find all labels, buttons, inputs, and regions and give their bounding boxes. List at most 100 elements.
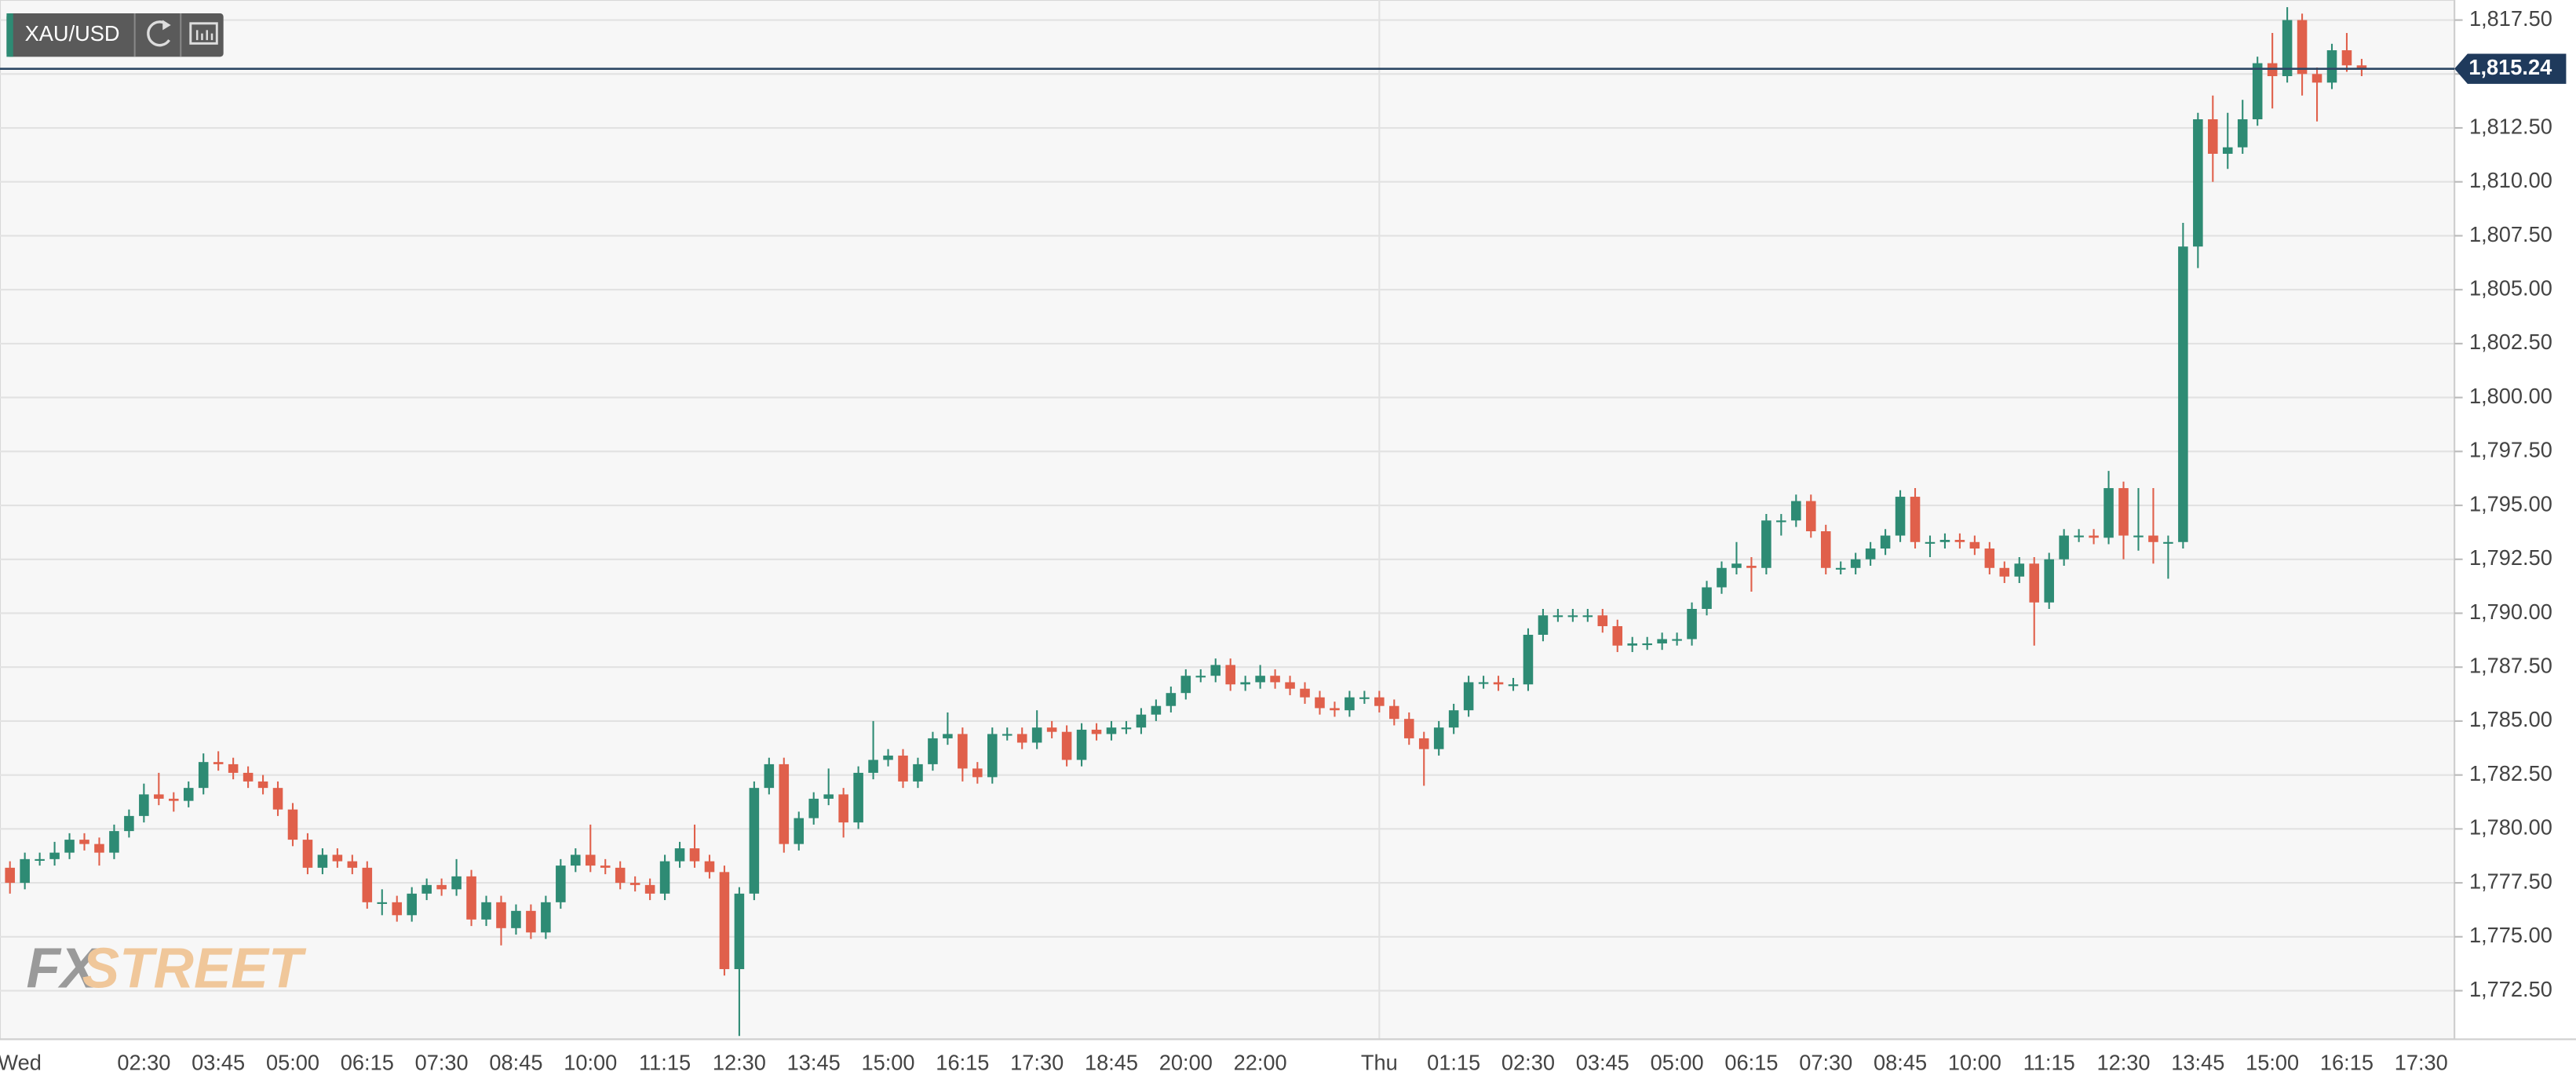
- y-tick-label: 1,812.50: [2469, 114, 2552, 138]
- candle-body: [972, 768, 983, 778]
- candle-body: [1240, 682, 1250, 685]
- candle-body: [779, 763, 790, 844]
- x-tick-label: 20:00: [1159, 1050, 1213, 1074]
- x-tick-label: 06:15: [341, 1050, 394, 1074]
- candle-body: [1315, 697, 1325, 709]
- candle-body: [1106, 727, 1117, 734]
- candle-body: [659, 861, 670, 894]
- x-tick-label: 17:30: [2395, 1050, 2448, 1074]
- candle-body: [1061, 731, 1072, 760]
- y-tick-label: 1,780.00: [2469, 814, 2552, 839]
- current-price-label: 1,815.24: [2468, 55, 2552, 79]
- y-tick-label: 1,807.50: [2469, 222, 2552, 246]
- x-tick-label: 01:15: [1427, 1050, 1480, 1074]
- candle-body: [1627, 643, 1637, 646]
- candle-body: [1567, 615, 1578, 618]
- candle-body: [1553, 615, 1563, 618]
- candle-body: [1612, 625, 1623, 646]
- candle-body: [689, 848, 700, 862]
- candle-body: [1820, 531, 1831, 568]
- candle-body: [124, 815, 134, 832]
- x-tick-label: 07:30: [415, 1050, 469, 1074]
- y-tick-label: 1,805.00: [2469, 275, 2552, 300]
- candle-body: [1969, 541, 1980, 549]
- symbol-button[interactable]: XAU/USD: [25, 21, 120, 46]
- x-tick-label: 05:00: [1651, 1050, 1704, 1074]
- candle-body: [1300, 688, 1310, 698]
- candle-body: [496, 902, 506, 928]
- candle-body: [1895, 497, 1906, 536]
- x-tick-label: 13:45: [2171, 1050, 2224, 1074]
- candle-body: [958, 734, 968, 769]
- y-tick-label: 1,772.50: [2469, 977, 2552, 1001]
- candle-body: [2311, 74, 2322, 83]
- candle-body: [1582, 615, 1593, 618]
- candle-body: [5, 867, 15, 884]
- x-tick-label: 11:15: [639, 1050, 691, 1074]
- candle-body: [35, 858, 45, 861]
- x-tick-label: 03:45: [1576, 1050, 1629, 1074]
- candle-body: [2118, 488, 2129, 536]
- watermark: FX STREET: [26, 937, 306, 1000]
- candle-body: [49, 852, 60, 859]
- x-tick-label: 08:45: [489, 1050, 542, 1074]
- candle-body: [749, 788, 760, 894]
- candle-body: [898, 755, 908, 782]
- y-tick-label: 1,800.00: [2469, 384, 2552, 408]
- candle-body: [1359, 697, 1370, 699]
- candle-body: [1746, 566, 1757, 568]
- candles: [5, 7, 2367, 1037]
- candle-body: [1374, 697, 1385, 706]
- y-tick-label: 1,810.00: [2469, 168, 2552, 192]
- y-tick-label: 1,785.00: [2469, 707, 2552, 731]
- candle-body: [1776, 520, 1786, 523]
- y-tick-label: 1,782.50: [2469, 761, 2552, 785]
- candle-body: [1925, 541, 1936, 544]
- candle-body: [332, 855, 343, 862]
- candle-body: [362, 867, 373, 902]
- candle-body: [317, 855, 328, 868]
- x-tick-label: 16:15: [936, 1050, 989, 1074]
- x-tick-label: 13:45: [787, 1050, 841, 1074]
- candle-body: [1270, 676, 1280, 683]
- x-tick-label: 02:30: [117, 1050, 170, 1074]
- interval-button[interactable]: [189, 22, 218, 45]
- candle-body: [1865, 548, 1876, 559]
- watermark-street: STREET: [82, 937, 307, 1000]
- candle-body: [2029, 563, 2040, 603]
- candle-body: [556, 866, 566, 902]
- watermark-fx: FX: [26, 937, 100, 1000]
- y-tick-label: 1,817.50: [2469, 6, 2552, 31]
- candle-body: [943, 734, 953, 738]
- candle-body: [629, 883, 640, 885]
- y-tick-label: 1,795.00: [2469, 491, 2552, 516]
- candle-body: [1016, 734, 1027, 743]
- candle-body: [1418, 738, 1429, 749]
- candle-body: [1687, 608, 1697, 640]
- x-tick-label: 10:00: [1948, 1050, 2001, 1074]
- candle-body: [2178, 246, 2188, 542]
- candle-body: [1642, 643, 1652, 646]
- candle-body: [1046, 727, 1057, 732]
- candle-body: [228, 763, 239, 773]
- candle-body: [615, 867, 626, 884]
- x-tick-label: 12:30: [713, 1050, 766, 1074]
- candle-body: [1031, 727, 1042, 743]
- candle-body: [1002, 734, 1013, 736]
- candle-body: [243, 772, 254, 782]
- y-tick-label: 1,792.50: [2469, 545, 2552, 570]
- candle-body: [1389, 705, 1399, 720]
- y-tick-label: 1,775.00: [2469, 923, 2552, 947]
- candle-body: [2222, 147, 2233, 154]
- refresh-button[interactable]: [147, 20, 171, 47]
- candle-body: [109, 831, 119, 853]
- candle-body: [1433, 727, 1444, 749]
- y-tick-label: 1,790.00: [2469, 599, 2552, 624]
- candle-body: [2089, 535, 2099, 538]
- candle-body: [1225, 665, 1235, 685]
- candle-body: [1657, 639, 1667, 643]
- candle-body: [1806, 501, 1816, 532]
- x-tick-label: 22:00: [1234, 1050, 1287, 1074]
